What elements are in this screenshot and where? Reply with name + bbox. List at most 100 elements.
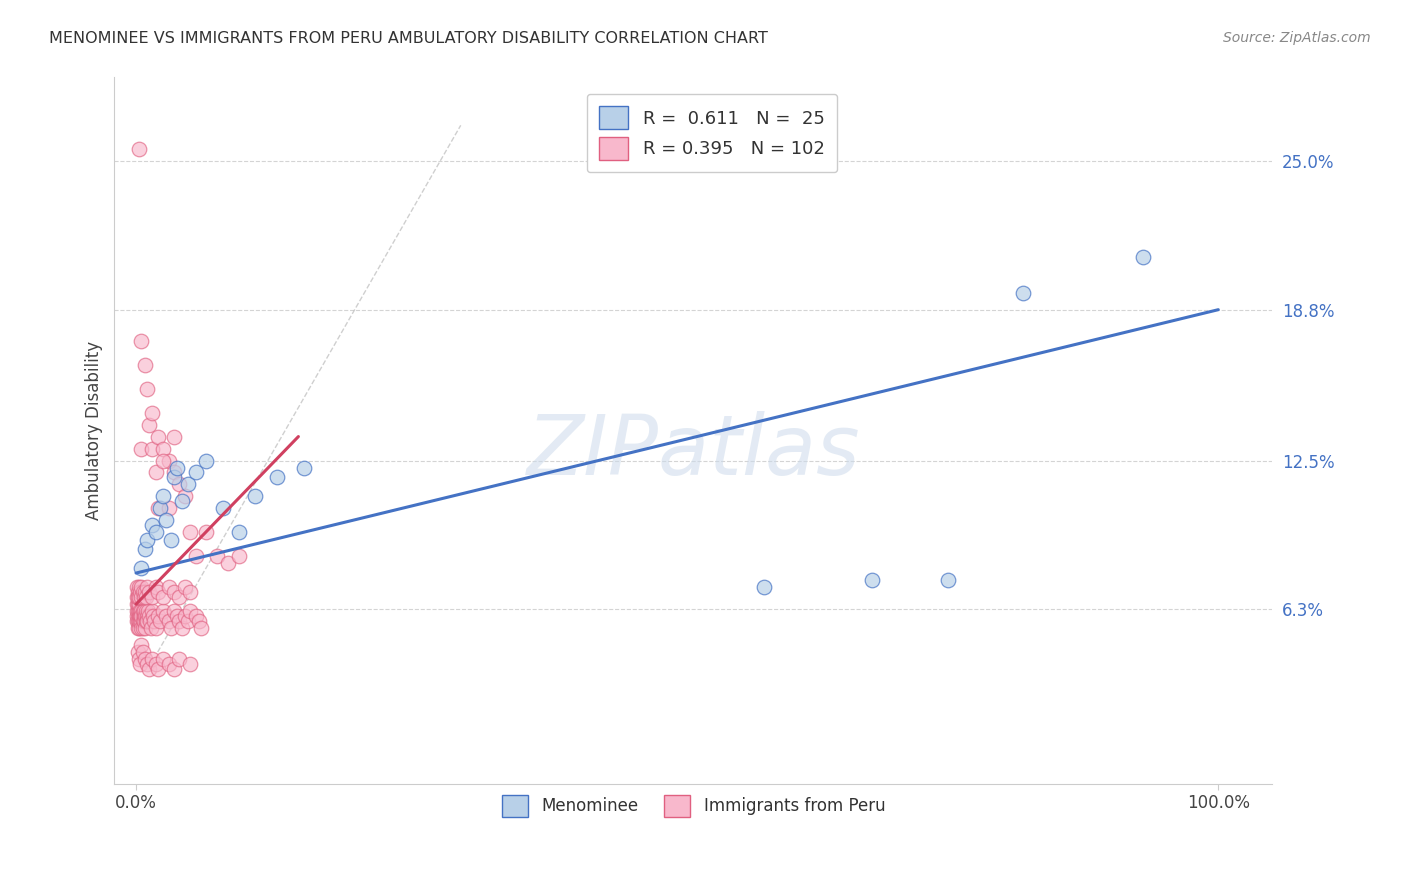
Point <box>190 621 212 635</box>
Point <box>157 501 180 516</box>
Point <box>129 657 152 671</box>
Point <box>131 621 153 635</box>
Text: ZIPatlas: ZIPatlas <box>527 411 860 492</box>
Point <box>157 657 180 671</box>
Point <box>152 490 174 504</box>
Point <box>155 513 177 527</box>
Point <box>135 614 157 628</box>
Point <box>169 477 191 491</box>
Point <box>127 645 149 659</box>
Point <box>127 614 149 628</box>
Point <box>131 442 153 456</box>
Point <box>128 590 150 604</box>
Point <box>179 604 201 618</box>
Point <box>152 590 174 604</box>
Point <box>127 581 149 595</box>
Point <box>143 614 166 628</box>
Point <box>166 609 188 624</box>
Point <box>132 614 155 628</box>
Point <box>141 621 163 635</box>
Point <box>152 442 174 456</box>
Point <box>128 597 150 611</box>
Point <box>211 501 233 516</box>
Point <box>127 597 149 611</box>
Point <box>128 652 150 666</box>
Point <box>141 442 163 456</box>
Point <box>127 590 149 604</box>
Point <box>145 525 167 540</box>
Point <box>139 614 162 628</box>
Point <box>129 604 152 618</box>
Point <box>134 609 156 624</box>
Point <box>195 453 218 467</box>
Point <box>163 585 186 599</box>
Point <box>131 638 153 652</box>
Point <box>195 525 218 540</box>
Point <box>145 657 167 671</box>
Point <box>152 453 174 467</box>
Point <box>129 585 152 599</box>
Point <box>163 429 186 443</box>
Point <box>145 581 167 595</box>
Point <box>127 585 149 599</box>
Point <box>179 525 201 540</box>
Point <box>149 501 172 516</box>
Point <box>179 657 201 671</box>
Point <box>142 609 165 624</box>
Point <box>159 621 181 635</box>
Point <box>138 585 160 599</box>
Point <box>187 614 209 628</box>
Point <box>128 609 150 624</box>
Point <box>131 645 153 659</box>
Point <box>184 549 207 564</box>
Point <box>266 470 288 484</box>
Point <box>135 657 157 671</box>
Text: MENOMINEE VS IMMIGRANTS FROM PERU AMBULATORY DISABILITY CORRELATION CHART: MENOMINEE VS IMMIGRANTS FROM PERU AMBULA… <box>49 31 768 46</box>
Point <box>136 604 159 618</box>
Point <box>163 470 186 484</box>
Y-axis label: Ambulatory Disability: Ambulatory Disability <box>86 341 103 520</box>
Point <box>169 614 191 628</box>
Point <box>131 614 153 628</box>
Point <box>131 621 153 635</box>
Point <box>1132 250 1154 264</box>
Point <box>134 652 156 666</box>
Point <box>157 614 180 628</box>
Point <box>292 460 315 475</box>
Point <box>131 609 153 624</box>
Point <box>170 494 193 508</box>
Point <box>146 609 169 624</box>
Point <box>138 609 160 624</box>
Point <box>127 604 149 618</box>
Point <box>243 490 266 504</box>
Point <box>936 573 959 587</box>
Point <box>132 604 155 618</box>
Point <box>146 662 169 676</box>
Point <box>134 542 156 557</box>
Point <box>129 614 152 628</box>
Point <box>135 614 157 628</box>
Point <box>131 604 153 618</box>
Point <box>752 581 775 595</box>
Point <box>129 609 152 624</box>
Point <box>145 466 167 480</box>
Point <box>860 573 883 587</box>
Point <box>177 614 200 628</box>
Point <box>169 652 191 666</box>
Point <box>152 652 174 666</box>
Point <box>141 652 163 666</box>
Point <box>146 501 169 516</box>
Point <box>169 590 191 604</box>
Point <box>127 621 149 635</box>
Point <box>177 477 200 491</box>
Point <box>163 662 186 676</box>
Point <box>134 621 156 635</box>
Point <box>184 609 207 624</box>
Point <box>145 621 167 635</box>
Point <box>184 466 207 480</box>
Point <box>141 590 163 604</box>
Point <box>159 533 181 547</box>
Point <box>170 621 193 635</box>
Point <box>228 525 250 540</box>
Point <box>146 585 169 599</box>
